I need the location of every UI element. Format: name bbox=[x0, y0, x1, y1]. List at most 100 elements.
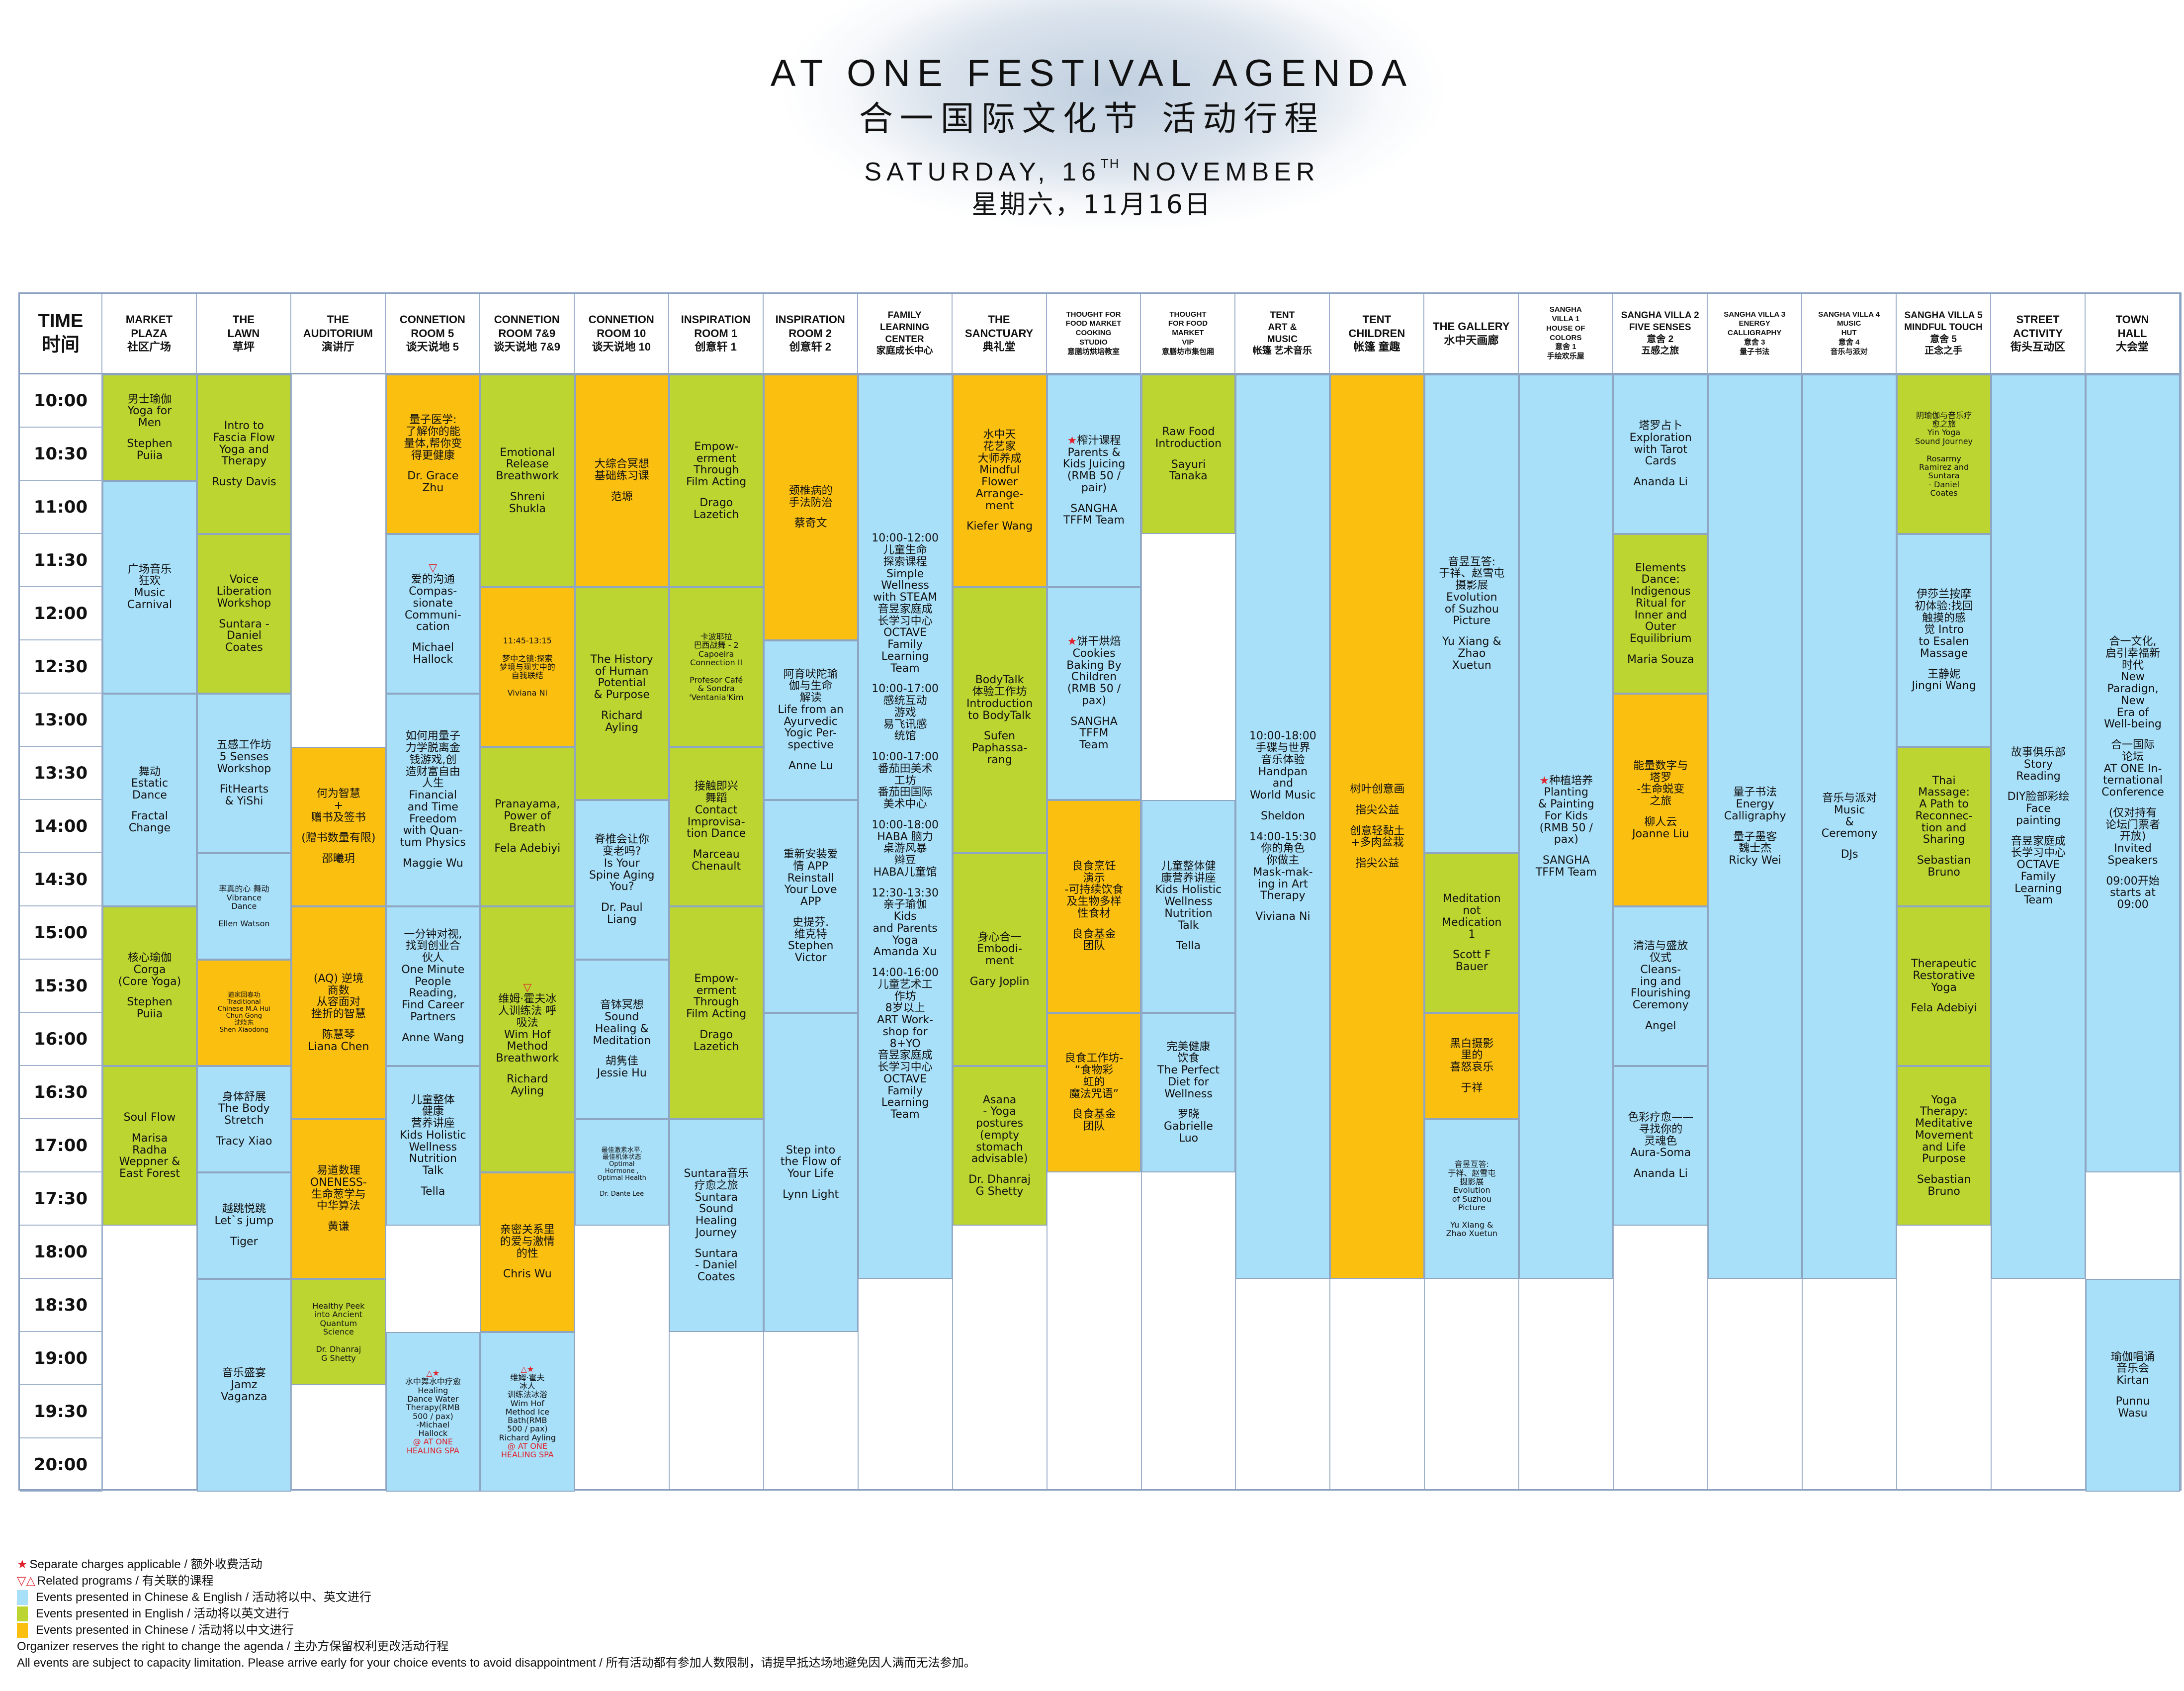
event-detail: Ananda Li bbox=[1633, 476, 1688, 489]
event-block[interactable]: Raw Food Introduction Sayuri Tanaka bbox=[1141, 374, 1236, 534]
event-block[interactable]: Emotional Release Breathwork Shreni Shukl… bbox=[480, 374, 575, 587]
event-block[interactable]: 音乐盛宴 Jamz Vaganza bbox=[196, 1279, 291, 1492]
venue-header-label: THOUGHT FOR FOOD MARKET COOKING STUDIO 意… bbox=[1065, 310, 1122, 356]
event-block[interactable]: BodyTalk 体验工作坊 Introduction to BodyTalk S… bbox=[952, 587, 1047, 853]
event-block[interactable]: ★榨汁课程 Parents & Kids Juicing (RMB 50 / p… bbox=[1047, 374, 1141, 587]
event-block[interactable]: Soul Flow Marisa Radha Weppner & East For… bbox=[102, 1066, 197, 1226]
event-block[interactable]: 男士瑜伽 Yoga for Men Stephen Puiia bbox=[102, 374, 197, 481]
event-block[interactable]: 完美健康 饮食 The Perfect Diet for Wellness 罗晓 … bbox=[1141, 1013, 1236, 1172]
event-block[interactable]: Meditation not Medication 1 Scott F Bauer bbox=[1424, 853, 1519, 1013]
event-block[interactable]: 故事俱乐部 Story Reading DIY脸部彩绘 Face painting… bbox=[1991, 374, 2086, 1279]
event-block[interactable]: Suntara音乐 疗愈之旅 Suntara Sound Healing Jou… bbox=[669, 1119, 764, 1332]
event-block[interactable]: 黑白摄影 里的 喜怒哀乐 于祥 bbox=[1424, 1013, 1519, 1119]
event-title: Intro to Fascia Flow Yoga and Therapy bbox=[213, 420, 275, 468]
event-block[interactable]: (AQ) 逆境 商数 从容面对 挫折的智慧 陈慧琴 Liana Chen bbox=[291, 906, 386, 1119]
event-block[interactable]: Thai Massage: A Path to Reconnec- tion a… bbox=[1897, 747, 1992, 906]
event-block[interactable]: Healthy Peek into Ancient Quantum Scienc… bbox=[291, 1279, 386, 1385]
event-block[interactable]: △★ 水中舞水中疗愈 Healing Dance Water Therapy(RM… bbox=[385, 1332, 480, 1492]
event-block[interactable]: Yoga Therapy: Meditative Movement and Li… bbox=[1897, 1066, 1992, 1226]
event-title: 如何用量子 力学脱离金 钱游戏,创 造财富自由 人生 Financial and… bbox=[400, 730, 466, 849]
event-block[interactable]: 色彩疗愈—— 寻找你的 灵魂色 Aura-Soma Ananda Li bbox=[1613, 1066, 1708, 1226]
event-block[interactable]: 率真的心 舞动 Vibrance Dance Ellen Watson bbox=[196, 853, 291, 960]
event-block[interactable]: Intro to Fascia Flow Yoga and Therapy Rus… bbox=[196, 374, 291, 534]
event-block[interactable]: 11:45-13:15 梦中之镜:探索 梦境与现实中的 自我联结 Viviana N… bbox=[480, 587, 575, 747]
event-block[interactable]: 如何用量子 力学脱离金 钱游戏,创 造财富自由 人生 Financial and… bbox=[385, 694, 480, 906]
event-block[interactable]: 量子医学: 了解你的能 量体,帮你变 得更健康 Dr. Grace Zhu bbox=[385, 374, 480, 534]
event-block[interactable]: 10:00-18:00 手碟与世界 音乐体验 Handpan and World… bbox=[1235, 374, 1330, 1279]
event-block[interactable]: 亲密关系里 的爱与激情 的性 Chris Wu bbox=[480, 1172, 575, 1332]
event-block[interactable]: 一分钟对视, 找到创业合 伙人 One Minute People Readin… bbox=[385, 906, 480, 1066]
event-detail: Yu Xiang & Zhao Xuetun bbox=[1446, 1220, 1497, 1239]
event-block[interactable]: 舞动 Estatic Dance Fractal Change bbox=[102, 694, 197, 906]
event-block[interactable]: 音乐与派对 Music & Ceremony DJs bbox=[1802, 374, 1897, 1279]
event-block[interactable]: ▽ 维姆·霍夫冰 人训练法 呼 吸法 Wim Hof Method Breathw… bbox=[480, 906, 575, 1172]
event-block[interactable]: 合一文化, 启引幸福新 时代 New Paradign, New Era of … bbox=[2086, 374, 2180, 1172]
venue-header-label: INSPIRATION ROOM 1 创意轩 1 bbox=[681, 313, 751, 354]
event-block[interactable]: 阿育吠陀瑜 伽与生命 解读 Life from an Ayurvedic Yog… bbox=[763, 640, 858, 800]
event-title: Soul Flow bbox=[123, 1111, 176, 1124]
event-block[interactable]: 道家回春功 Traditional Chinese M.A Hui Chun G… bbox=[196, 960, 291, 1066]
event-block[interactable]: 塔罗占卜 Exploration with Tarot Cards Ananda … bbox=[1613, 374, 1708, 534]
event-title: 良食工作坊- “食物彩 虹的 魔法咒语” bbox=[1064, 1052, 1124, 1100]
venue-header: TENT CHILDREN 帐篷 童趣 bbox=[1330, 294, 1425, 374]
event-block[interactable]: 儿童整体 健康 营养讲座 Kids Holistic Wellness Nutr… bbox=[385, 1066, 480, 1226]
event-block[interactable]: 阴瑜伽与音乐疗 愈之旅 Yin Yoga Sound Journey Rosarm… bbox=[1897, 374, 1992, 534]
event-block[interactable]: Asana - Yoga postures (empty stomach adv… bbox=[952, 1066, 1047, 1226]
event-block[interactable]: 10:00-12:00 儿童生命 探索课程 Simple Wellness wi… bbox=[858, 374, 953, 1279]
event-block[interactable]: 越跳悦跳 Let`s jump Tiger bbox=[196, 1172, 291, 1279]
triangle-icon: ▽△ bbox=[17, 1574, 35, 1588]
event-block[interactable]: 身体舒展 The Body Stretch Tracy Xiao bbox=[196, 1066, 291, 1172]
event-block[interactable]: 大综合冥想 基础练习课 范塬 bbox=[574, 374, 669, 587]
event-block[interactable]: Therapeutic Restorative Yoga Fela Adebiyi bbox=[1897, 906, 1992, 1066]
venue-header: CONNETION ROOM 7&9 谈天说地 7&9 bbox=[480, 294, 575, 374]
event-title: 合一文化, 启引幸福新 时代 New Paradign, New Era of … bbox=[2104, 635, 2162, 731]
event-block[interactable]: ★种植培养 Planting & Painting For Kids (RMB … bbox=[1519, 374, 1614, 1279]
event-block[interactable]: 五感工作坊 5 Senses Workshop FitHearts & YiShi bbox=[196, 694, 291, 853]
event-block[interactable]: 量子书法 Energy Calligraphy 量子墨客 魏士杰 Ricky We… bbox=[1708, 374, 1803, 1279]
event-title: 10:00-18:00 手碟与世界 音乐体验 Handpan and World… bbox=[1249, 730, 1316, 801]
event-block[interactable]: 脊椎会让你 变老吗? Is Your Spine Aging You? Dr. P… bbox=[574, 800, 669, 960]
event-detail: 陈慧琴 Liana Chen bbox=[308, 1028, 369, 1053]
event-block[interactable]: 树叶创意画 指尖公益 创意轻黏土 +多肉盆栽 指尖公益 bbox=[1330, 374, 1425, 1279]
event-block[interactable]: 音钵冥想 Sound Healing & Meditation 胡隽佳 Jessi… bbox=[574, 960, 669, 1119]
event-detail: Maria Souza bbox=[1627, 653, 1694, 666]
event-block[interactable]: Pranayama, Power of Breath Fela Adebiyi bbox=[480, 747, 575, 906]
event-block[interactable]: 接触即兴 舞蹈 Contact Improvisa- tion Dance Mar… bbox=[669, 747, 764, 906]
event-title: Healthy Peek into Ancient Quantum Scienc… bbox=[312, 1301, 365, 1336]
event-block[interactable]: 广场音乐 狂欢 Music Carnival bbox=[102, 481, 197, 694]
event-block[interactable]: 瑜伽唱诵 音乐会 Kirtan Punnu Wasu bbox=[2086, 1279, 2180, 1492]
event-block[interactable]: 最佳激素水平, 最佳机体状态 Optimal Hormone , Optimal… bbox=[574, 1119, 669, 1226]
event-detail: Richard Ayling bbox=[507, 1072, 548, 1097]
event-detail: 史提芬. 维克特 Stephen Victor bbox=[787, 916, 834, 965]
event-block[interactable]: 良食烹饪 演示 -可持续饮食 及生物多样 性食材 良食基金 团队 bbox=[1047, 800, 1141, 1013]
event-block[interactable]: 水中天 花艺家 大师养成 Mindful Flower Arrange- men… bbox=[952, 374, 1047, 587]
event-block[interactable]: Empow- erment Through Film Acting Drago L… bbox=[669, 374, 764, 587]
event-block[interactable]: 能量数字与 塔罗 -生命蜕变 之旅 柳人云 Joanne Liu bbox=[1613, 694, 1708, 906]
event-block[interactable]: The History of Human Potential & Purpose… bbox=[574, 587, 669, 800]
event-detail: Kiefer Wang bbox=[966, 520, 1033, 533]
event-block[interactable]: 何为智慧 + 赠书及签书 (赠书数量有限) 邵曦玥 bbox=[291, 747, 386, 906]
event-block[interactable]: 核心瑜伽 Corga (Core Yoga) Stephen Puiia bbox=[102, 906, 197, 1066]
event-title: 塔罗占卜 Exploration with Tarot Cards bbox=[1629, 420, 1692, 468]
event-block[interactable]: 良食工作坊- “食物彩 虹的 魔法咒语” 良食基金 团队 bbox=[1047, 1013, 1141, 1172]
event-block[interactable]: 音昱互答: 于祥、赵雪屯 摄影展 Evolution of Suzhou Pic… bbox=[1424, 374, 1519, 853]
event-block[interactable]: 身心合一 Embodi- ment Gary Joplin bbox=[952, 853, 1047, 1066]
venue-header: SANGHA VILLA 2 FIVE SENSES 意舍 2 五感之旅 bbox=[1613, 294, 1708, 374]
event-block[interactable]: 卡波耶拉 巴西战舞 - 2 Capoeira Connection II Prof… bbox=[669, 587, 764, 747]
event-block[interactable]: 儿童整体健 康营养讲座 Kids Holistic Wellness Nutri… bbox=[1141, 800, 1236, 1013]
event-block[interactable]: Elements Dance: Indigenous Ritual for In… bbox=[1613, 534, 1708, 694]
event-block[interactable]: ▽ 爱的沟通 Compas- sionate Communi- cation Mic… bbox=[385, 534, 480, 694]
venue-header: SANGHA VILLA 3 ENERGY CALLIGRAPHY 意舍 3 量… bbox=[1708, 294, 1803, 374]
event-detail: Suntara - Daniel Coates bbox=[695, 1247, 738, 1284]
event-block[interactable]: Empow- erment Through Film Acting Drago L… bbox=[669, 906, 764, 1119]
event-block[interactable]: 易道数理 ONENESS- 生命葱学与 中华算法 黄谦 bbox=[291, 1119, 386, 1279]
event-block[interactable]: 颈椎病的 手法防治 蔡奇文 bbox=[763, 374, 858, 640]
event-block[interactable]: 音昱互答: 于祥、赵雪屯 摄影展 Evolution of Suzhou Pic… bbox=[1424, 1119, 1519, 1279]
event-block[interactable]: 重新安装爱 情 APP Reinstall Your Love APP 史提芬. … bbox=[763, 800, 858, 1013]
event-block[interactable]: Voice Liberation Workshop Suntara - Danie… bbox=[196, 534, 291, 694]
event-block[interactable]: 清洁与盛放 仪式 Cleans- ing and Flourishing Cer… bbox=[1613, 906, 1708, 1066]
event-block[interactable]: 伊莎兰按摩 初体验:找回 触摸的感 觉 Intro to Esalen Mass… bbox=[1897, 534, 1992, 747]
event-block[interactable]: △★ 维姆·霍夫 冰人 训练法冰浴 Wim Hof Method Ice Bath… bbox=[480, 1332, 575, 1492]
event-block[interactable]: Step into the Flow of Your Life Lynn Ligh… bbox=[763, 1013, 858, 1332]
event-block[interactable]: ★饼干烘焙 Cookies Baking By Children (RMB 50… bbox=[1047, 587, 1141, 800]
